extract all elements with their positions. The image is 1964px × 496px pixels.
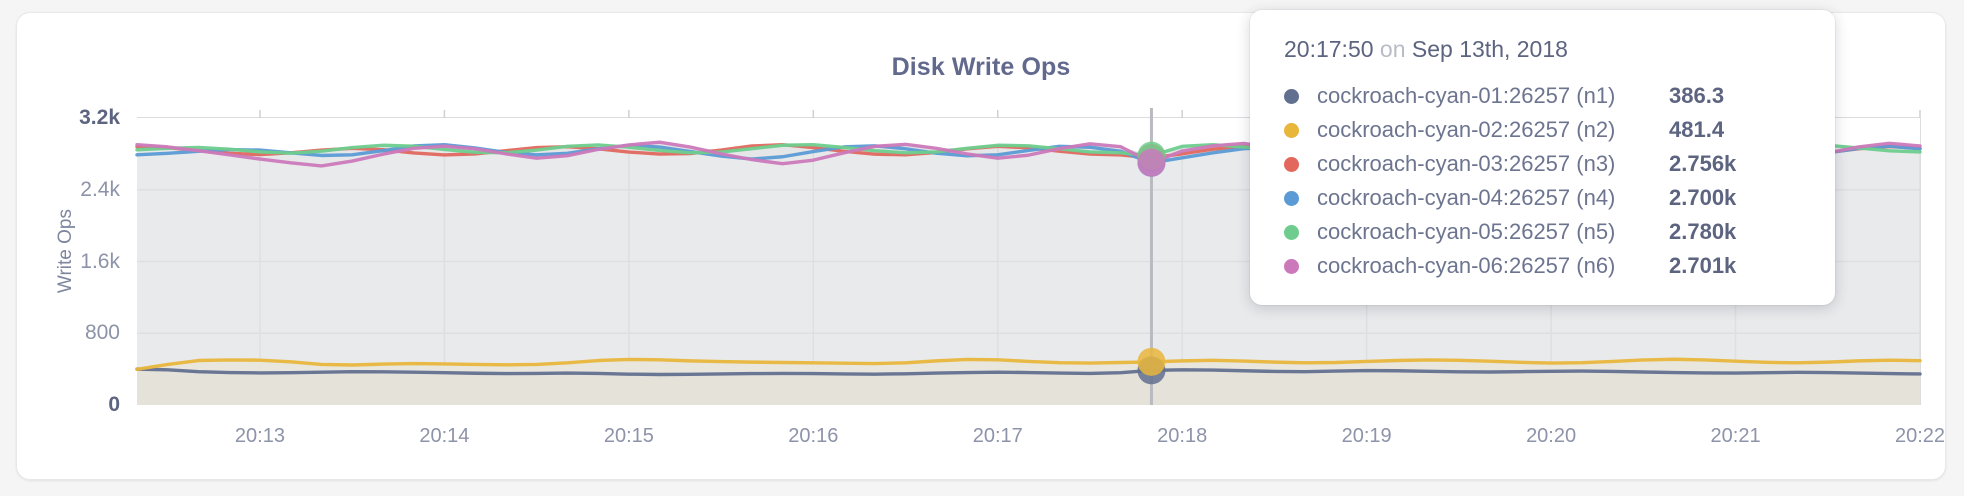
x-tick-label: 20:17 — [972, 425, 1023, 447]
x-tick-label: 20:19 — [1341, 425, 1392, 447]
y-tick-label: 800 — [84, 321, 120, 345]
y-tick-label: 3.2k — [79, 106, 120, 129]
tooltip-row: cockroach-cyan-04:26257 (n4) 2.700k — [1250, 181, 1835, 215]
tooltip-row: cockroach-cyan-01:26257 (n1) 386.3 — [1250, 79, 1835, 113]
series-color-dot-icon — [1284, 190, 1299, 206]
series-color-dot-icon — [1284, 224, 1299, 240]
tooltip-row: cockroach-cyan-03:26257 (n3) 2.756k — [1250, 147, 1835, 181]
x-tick-label: 20:15 — [603, 425, 654, 447]
tooltip-series-value: 2.756k — [1669, 151, 1737, 176]
x-tick-label: 20:21 — [1710, 425, 1761, 447]
tooltip-row: cockroach-cyan-02:26257 (n2) 481.4 — [1250, 113, 1835, 147]
y-tick-label: 1.6k — [80, 249, 120, 273]
y-tick-label: 0 — [108, 393, 120, 416]
x-tick-label: 20:20 — [1526, 425, 1577, 447]
tooltip-series-label: cockroach-cyan-02:26257 (n2) — [1317, 117, 1616, 142]
page-title: Disk Write Ops — [891, 53, 1071, 81]
tooltip-time: 20:17:50 — [1284, 36, 1374, 62]
tooltip-row: cockroach-cyan-06:26257 (n6) 2.701k — [1250, 249, 1835, 283]
tooltip-timestamp: 20:17:50 on Sep 13th, 2018 — [1250, 36, 1835, 79]
tooltip-series-label: cockroach-cyan-05:26257 (n5) — [1317, 219, 1616, 244]
x-tick-label: 20:16 — [788, 425, 839, 447]
tooltip-date: Sep 13th, 2018 — [1411, 36, 1568, 62]
x-tick-label: 20:13 — [234, 425, 285, 447]
tooltip-series-value: 481.4 — [1669, 117, 1725, 142]
hover-tooltip: 20:17:50 on Sep 13th, 2018 cockroach-cya… — [1250, 10, 1835, 305]
tooltip-series-list: cockroach-cyan-01:26257 (n1) 386.3 cockroa… — [1250, 79, 1835, 283]
tooltip-series-label: cockroach-cyan-04:26257 (n4) — [1317, 185, 1616, 210]
x-tick-label: 20:18 — [1157, 425, 1208, 447]
tooltip-series-label: cockroach-cyan-03:26257 (n3) — [1317, 151, 1616, 176]
tooltip-series-label: cockroach-cyan-01:26257 (n1) — [1317, 83, 1616, 108]
series-color-dot-icon — [1284, 156, 1299, 172]
series-color-dot-icon — [1284, 122, 1299, 138]
tooltip-series-value: 386.3 — [1669, 83, 1725, 108]
tooltip-series-value: 2.701k — [1669, 253, 1737, 278]
x-axis-ticks: 20:13 20:14 20:15 20:16 20:17 20:18 20:19 20:20… — [0, 425, 1964, 455]
series-color-dot-icon — [1284, 258, 1299, 274]
tooltip-on-word: on — [1379, 36, 1406, 62]
tooltip-series-label: cockroach-cyan-06:26257 (n6) — [1317, 253, 1616, 278]
x-tick-label: 20:14 — [419, 425, 470, 447]
tooltip-row: cockroach-cyan-05:26257 (n5) 2.780k — [1250, 215, 1835, 249]
y-tick-label: 2.4k — [80, 177, 120, 201]
series-color-dot-icon — [1284, 88, 1299, 104]
x-tick-label: 20:22 — [1894, 425, 1946, 447]
tooltip-series-value: 2.780k — [1669, 219, 1737, 244]
y-axis-ticks: 0 800 1.6k 2.4k 3.2k — [0, 0, 120, 496]
tooltip-series-value: 2.700k — [1669, 185, 1737, 210]
